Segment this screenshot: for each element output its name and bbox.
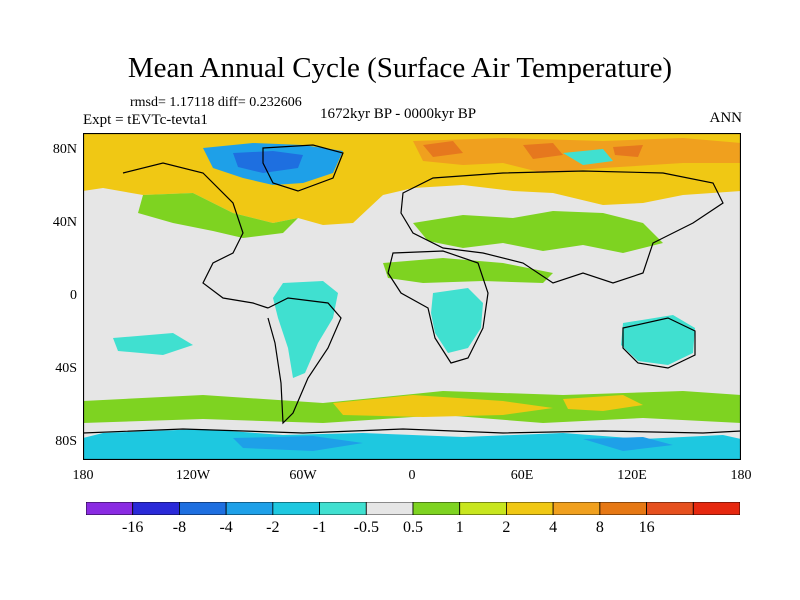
colorbar-swatch-0 xyxy=(86,502,134,515)
experiment-label: Expt = tEVTc-tevta1 xyxy=(83,112,208,128)
colorbar-swatch-3 xyxy=(225,502,274,515)
africa-coast xyxy=(387,250,489,364)
colorbar-swatch-4 xyxy=(272,502,320,515)
map-frame xyxy=(82,132,742,461)
antarctic-deep-cold xyxy=(233,436,673,451)
siberia-cold-patch xyxy=(563,149,613,165)
colorbar-label: -8 xyxy=(172,519,187,536)
colorbar-label: -2 xyxy=(266,519,280,536)
x-tick-180w: 180 xyxy=(72,468,94,483)
africa-cool xyxy=(431,288,483,353)
map-panel xyxy=(82,132,742,461)
sahara-green-band xyxy=(383,258,553,283)
antarctic-cold xyxy=(83,429,741,460)
australia-coast xyxy=(622,317,696,369)
eurasia-coast xyxy=(400,170,724,284)
colorbar-swatch-7 xyxy=(412,502,461,515)
greenland-coast xyxy=(262,144,344,192)
colorbar xyxy=(86,502,740,515)
south-america-cool xyxy=(273,281,338,378)
x-tick-120e: 120E xyxy=(617,468,647,483)
chart-title: Mean Annual Cycle (Surface Air Temperatu… xyxy=(127,52,673,84)
colorbar-swatch-10 xyxy=(552,502,601,515)
colorbar-label: 1 xyxy=(455,519,464,536)
colorbar-swatch-1 xyxy=(132,502,180,515)
x-tick-0: 0 xyxy=(408,468,416,483)
colorbar-label: 8 xyxy=(595,519,604,536)
southern-ocean-yellow xyxy=(333,395,643,417)
colorbar-swatch-11 xyxy=(599,502,647,515)
canada-green-band xyxy=(138,193,298,238)
colorbar-swatch-8 xyxy=(459,502,507,515)
colorbar-label: -16 xyxy=(122,519,144,536)
colorbar-swatch-2 xyxy=(179,502,227,515)
colorbar-label: -4 xyxy=(219,519,233,536)
colorbar-label: 16 xyxy=(638,519,655,536)
x-tick-180e: 180 xyxy=(730,468,752,483)
colorbar-swatch-9 xyxy=(506,502,554,515)
colorbar-swatch-13 xyxy=(692,502,740,515)
colorbar-label: 2 xyxy=(502,519,511,536)
colorbar-label: 4 xyxy=(549,519,558,536)
x-tick-60w: 60W xyxy=(289,468,317,483)
colorbar-swatch-6 xyxy=(365,502,414,515)
x-tick-120w: 120W xyxy=(175,468,211,483)
eurasia-green-band xyxy=(413,211,663,253)
y-tick-40s: 40S xyxy=(55,361,77,376)
y-tick-40n: 40N xyxy=(52,215,77,230)
season-label: ANN xyxy=(709,110,743,126)
australia-cool xyxy=(621,315,695,365)
colorbar-label: -0.5 xyxy=(353,519,379,536)
colorbar-label: 0.5 xyxy=(403,519,423,536)
map-svg xyxy=(82,132,742,461)
x-tick-60e: 60E xyxy=(510,468,534,483)
colorbar-label: -1 xyxy=(312,519,327,536)
pacific-cool-patch xyxy=(113,333,193,355)
greenland-deep-cold xyxy=(233,151,303,173)
colorbar-swatch-5 xyxy=(319,502,367,515)
stats-text: rmsd= 1.17118 diff= 0.232606 xyxy=(130,95,302,110)
colorbar-swatch-12 xyxy=(646,502,694,515)
y-tick-80n: 80N xyxy=(52,142,77,157)
y-tick-0: 0 xyxy=(70,288,77,303)
coastlines xyxy=(82,144,742,434)
antarctica-coast xyxy=(82,428,742,434)
south-america-coast xyxy=(267,297,342,425)
y-tick-80s: 80S xyxy=(55,434,77,449)
period-label: 1672kyr BP - 0000kyr BP xyxy=(320,106,477,122)
arctic-red-patches xyxy=(423,141,643,159)
north-america-coast xyxy=(122,162,269,309)
